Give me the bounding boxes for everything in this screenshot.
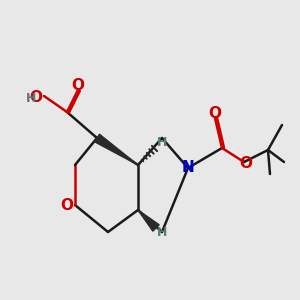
Text: O: O <box>29 91 42 106</box>
Text: H: H <box>26 92 36 104</box>
Polygon shape <box>138 210 159 231</box>
Text: O: O <box>208 106 221 122</box>
Text: N: N <box>182 160 194 175</box>
Text: O: O <box>239 157 253 172</box>
Text: O: O <box>61 197 74 212</box>
Polygon shape <box>94 134 138 165</box>
Text: O: O <box>71 79 85 94</box>
Text: H: H <box>157 136 167 149</box>
Text: H: H <box>157 226 167 238</box>
